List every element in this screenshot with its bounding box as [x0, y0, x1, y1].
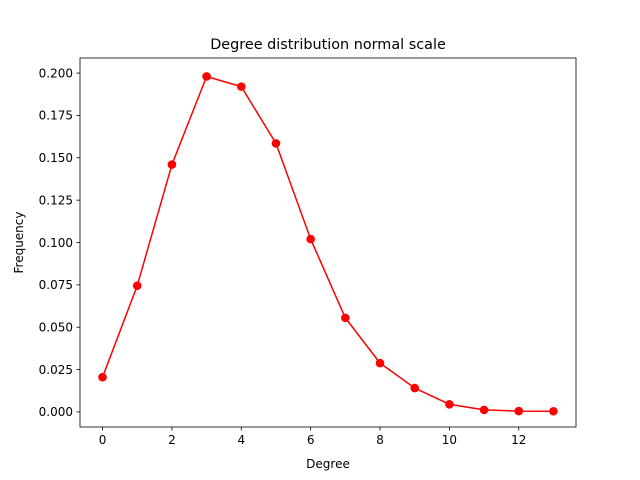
data-point: [236, 82, 246, 91]
series-line: [101, 75, 554, 412]
data-point: [271, 139, 281, 148]
y-axis-ticks: 0.000 0.025 0.050 0.075 0.100 0.125 0.150 0.175…: [39, 66, 80, 419]
data-point: [202, 72, 211, 81]
y-tick-label: 0.125: [39, 193, 73, 207]
data-point: [306, 234, 315, 244]
data-point: [167, 160, 177, 169]
data-point: [410, 383, 420, 393]
x-tick-label: 10: [442, 433, 457, 447]
y-tick-label: 0.200: [39, 66, 73, 80]
y-tick-label: 0.075: [39, 278, 73, 292]
data-point: [445, 399, 454, 409]
x-axis-label: Degree: [306, 457, 350, 471]
y-tick-label: 0.100: [39, 236, 73, 250]
x-tick-label: 4: [237, 433, 245, 447]
chart-title: Degree distribution normal scale: [210, 37, 446, 53]
plot-layer: [98, 72, 558, 416]
data-point: [375, 358, 385, 368]
x-tick-label: 6: [307, 433, 315, 447]
data-point: [98, 372, 107, 382]
x-axis-ticks: 0 2 4 6 8 10 12: [99, 427, 526, 447]
x-tick-label: 8: [376, 433, 384, 447]
data-point: [514, 406, 524, 416]
data-point: [479, 405, 489, 415]
data-point: [341, 313, 350, 323]
y-tick-label: 0.175: [39, 109, 73, 123]
x-tick-label: 0: [99, 433, 107, 447]
plot-area: [80, 58, 576, 427]
y-tick-label: 0.025: [39, 363, 73, 377]
y-tick-label: 0.000: [39, 405, 73, 419]
y-axis-label: Frequency: [12, 212, 26, 274]
y-tick-label: 0.050: [39, 321, 73, 335]
x-tick-label: 12: [511, 433, 526, 447]
data-point: [132, 281, 142, 291]
x-tick-label: 2: [168, 433, 176, 447]
y-tick-label: 0.150: [39, 151, 73, 165]
data-point: [549, 406, 558, 416]
